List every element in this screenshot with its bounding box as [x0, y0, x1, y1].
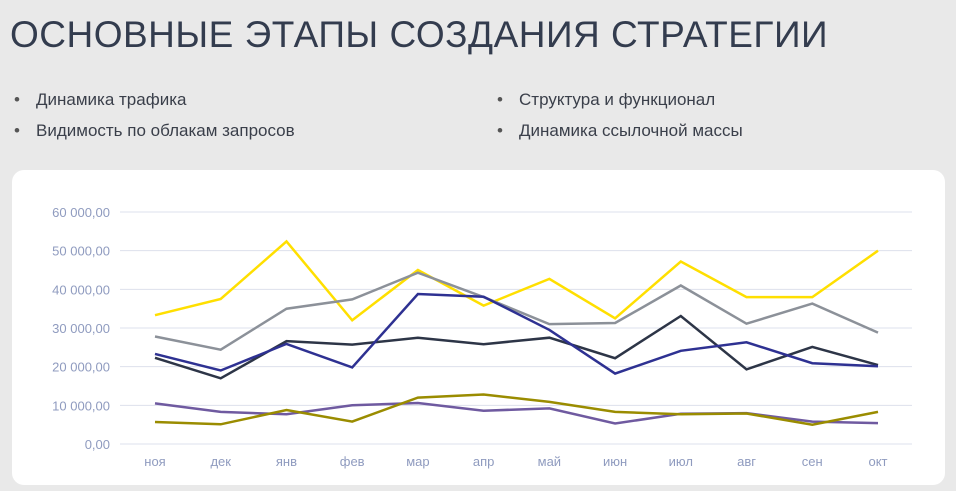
bullet-label: Видимость по облакам запросов	[36, 121, 295, 140]
bullet-item: • Структура и функционал	[497, 90, 716, 110]
y-tick-label: 20 000,00	[52, 360, 110, 375]
bullet-label: Динамика ссылочной массы	[519, 121, 743, 140]
bullet-dot: •	[14, 90, 20, 109]
x-tick-label: дек	[210, 454, 231, 469]
x-tick-label: сен	[802, 454, 823, 469]
x-tick-label: июл	[669, 454, 693, 469]
bullet-dot: •	[497, 121, 503, 140]
y-tick-label: 50 000,00	[52, 244, 110, 259]
bullet-item: • Динамика ссылочной массы	[497, 121, 743, 141]
series-navy-line	[154, 314, 879, 380]
series-gray-line	[154, 271, 879, 352]
y-tick-label: 30 000,00	[52, 321, 110, 336]
bullet-dot: •	[497, 90, 503, 109]
bullet-item: • Динамика трафика	[14, 90, 187, 110]
x-tick-label: апр	[473, 454, 495, 469]
x-tick-label: июн	[603, 454, 627, 469]
series-purple-line	[154, 401, 879, 425]
x-tick-label: окт	[868, 454, 887, 469]
y-tick-label: 10 000,00	[52, 398, 110, 413]
x-tick-label: мар	[406, 454, 429, 469]
bullet-dot: •	[14, 121, 20, 140]
series-yellow-line	[154, 239, 879, 323]
x-tick-label: ноя	[144, 454, 165, 469]
x-tick-label: май	[538, 454, 561, 469]
bullet-item: • Видимость по облакам запросов	[14, 121, 295, 141]
x-tick-label: янв	[276, 454, 297, 469]
x-tick-label: авг	[737, 454, 756, 469]
bullet-label: Динамика трафика	[36, 90, 187, 109]
bullet-label: Структура и функционал	[519, 90, 716, 109]
x-tick-label: фев	[340, 454, 365, 469]
series-blue-line	[154, 292, 879, 375]
page-title: ОСНОВНЫЕ ЭТАПЫ СОЗДАНИЯ СТРАТЕГИИ	[10, 14, 829, 55]
series-olive-line	[154, 393, 879, 426]
y-tick-label: 40 000,00	[52, 282, 110, 297]
y-tick-label: 60 000,00	[52, 205, 110, 220]
y-tick-label: 0,00	[85, 437, 110, 452]
